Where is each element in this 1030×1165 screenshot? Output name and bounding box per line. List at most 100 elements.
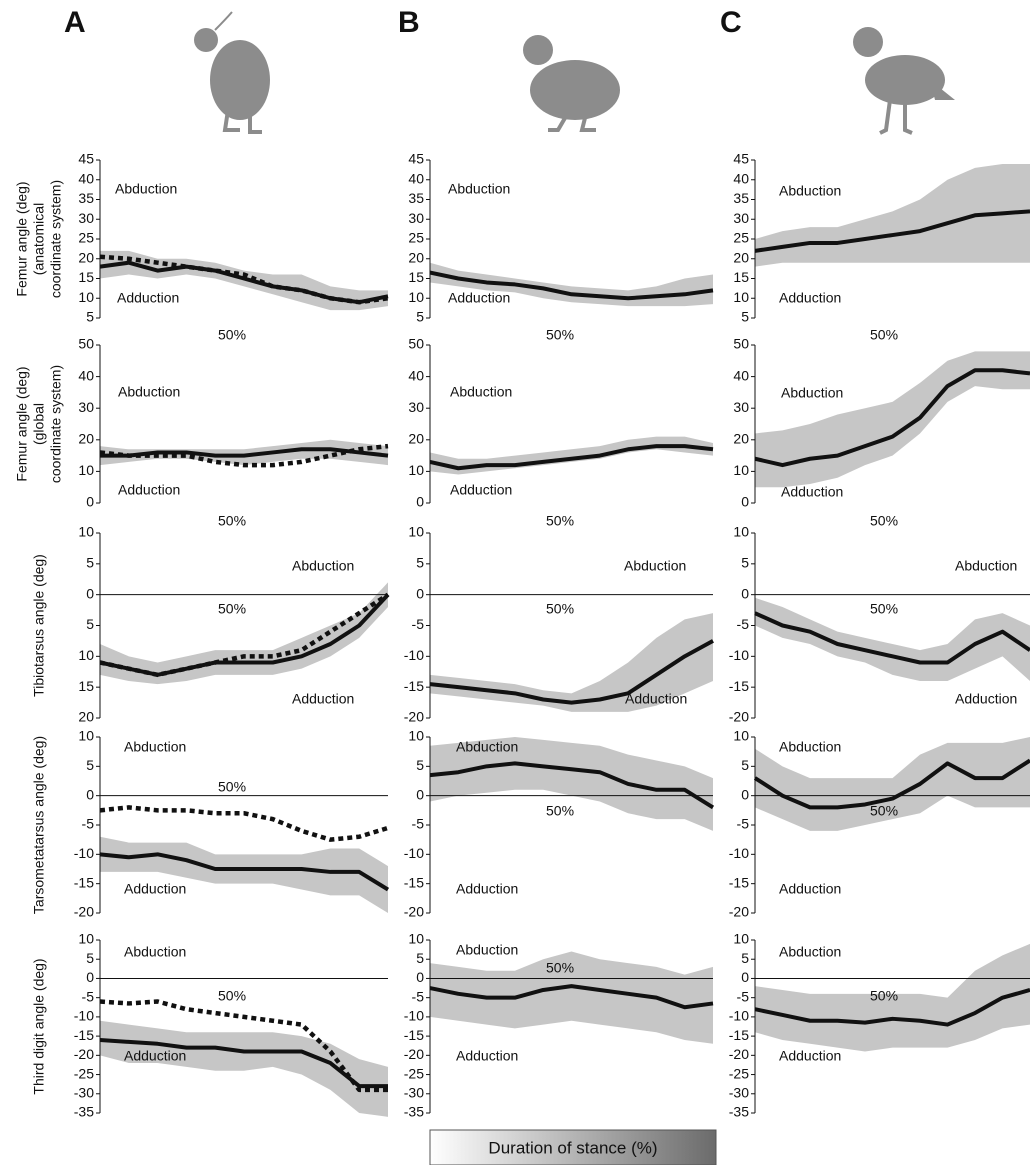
y-axis-label: Tibiotarsus angle (deg): [31, 554, 47, 697]
annotation: Adduction: [781, 484, 843, 500]
x-axis-label: Duration of stance (%): [488, 1138, 657, 1157]
y-tick-label: -10: [74, 1008, 94, 1024]
y-tick-label: 0: [741, 585, 749, 601]
y-tick-label: 5: [86, 950, 94, 966]
y-tick-label: -20: [729, 709, 749, 725]
dotted-line: [100, 807, 388, 839]
annotation: Adduction: [450, 482, 512, 498]
annotation: Adduction: [456, 881, 518, 897]
y-tick-label: -15: [729, 874, 749, 890]
y-tick-label: -15: [74, 874, 94, 890]
y-tick-label: 0: [741, 494, 749, 510]
y-tick-label: -35: [404, 1104, 424, 1120]
y-axis-label: Third digit angle (deg): [31, 958, 47, 1094]
panel: 01020304050AbductionAdduction50%: [408, 336, 713, 529]
annotation: Adduction: [117, 290, 179, 306]
y-tick-label: 5: [86, 555, 94, 571]
y-tick-label: 10: [78, 647, 94, 663]
y-tick-label: -5: [412, 816, 425, 832]
annotation: 50%: [218, 988, 246, 1004]
y-tick-label: 40: [733, 367, 749, 383]
y-tick-label: 40: [78, 367, 94, 383]
y-axis-label: (anatomical: [31, 203, 47, 275]
annotation: 50%: [870, 327, 898, 343]
annotation: Adduction: [124, 881, 186, 897]
y-tick-label: -25: [74, 1065, 94, 1081]
annotation: Adduction: [456, 1048, 518, 1064]
y-tick-label: -15: [729, 1027, 749, 1043]
y-tick-label: 15: [733, 269, 749, 285]
y-tick-label: 20: [408, 431, 424, 447]
annotation: Abduction: [456, 739, 518, 755]
y-axis-label: (global: [31, 403, 47, 445]
y-tick-label: 10: [78, 931, 94, 947]
annotation: 50%: [218, 779, 246, 795]
y-tick-label: -20: [74, 1046, 94, 1062]
annotation: Abduction: [124, 739, 186, 755]
y-tick-label: -25: [729, 1065, 749, 1081]
annotation: 50%: [546, 327, 574, 343]
y-tick-label: -20: [729, 904, 749, 920]
y-tick-label: -15: [729, 678, 749, 694]
y-tick-label: 10: [78, 728, 94, 744]
y-tick-label: 0: [86, 585, 94, 601]
y-axis-label: coordinate system): [48, 180, 64, 298]
y-tick-label: -30: [74, 1084, 94, 1100]
annotation: Adduction: [779, 881, 841, 897]
y-tick-label: -15: [74, 1027, 94, 1043]
y-tick-label: -20: [729, 1046, 749, 1062]
y-tick-label: 0: [741, 786, 749, 802]
y-tick-label: 10: [78, 462, 94, 478]
y-tick-label: 40: [408, 170, 424, 186]
y-axis-label: Femur angle (deg): [14, 366, 30, 481]
y-tick-label: 10: [408, 462, 424, 478]
bird-icon: [194, 12, 270, 132]
y-tick-label: 15: [408, 269, 424, 285]
annotation: Adduction: [779, 290, 841, 306]
y-tick-label: 45: [78, 151, 94, 167]
annotation: Abduction: [450, 384, 512, 400]
y-tick-label: 0: [741, 969, 749, 985]
annotation: Abduction: [124, 944, 186, 960]
annotation: Abduction: [115, 181, 177, 197]
annotation: 50%: [546, 601, 574, 617]
y-tick-label: 20: [78, 249, 94, 265]
annotation: Abduction: [781, 385, 843, 401]
annotation: 50%: [218, 601, 246, 617]
y-tick-label: -20: [404, 1046, 424, 1062]
y-tick-label: 5: [416, 950, 424, 966]
annotation: Abduction: [118, 384, 180, 400]
y-tick-label: 35: [733, 190, 749, 206]
panel: 10505101520Abduction50%AdductionTibiotar…: [31, 524, 388, 725]
y-tick-label: 0: [86, 494, 94, 510]
annotation: Abduction: [448, 181, 510, 197]
y-tick-label: 5: [416, 757, 424, 773]
y-tick-label: 10: [408, 524, 424, 540]
annotation: Abduction: [624, 558, 686, 574]
annotation: 50%: [870, 988, 898, 1004]
annotation: Adduction: [625, 691, 687, 707]
y-tick-label: -10: [74, 845, 94, 861]
annotation: Abduction: [779, 183, 841, 199]
y-tick-label: -10: [404, 647, 424, 663]
y-tick-label: 25: [78, 230, 94, 246]
panel: 01020304050AbductionAdduction50%Femur an…: [14, 336, 388, 529]
y-tick-label: 45: [408, 151, 424, 167]
annotation: Adduction: [124, 1048, 186, 1064]
y-tick-label: 15: [78, 269, 94, 285]
y-tick-label: 10: [733, 289, 749, 305]
y-tick-label: -5: [412, 988, 425, 1004]
y-tick-label: -15: [404, 874, 424, 890]
panel: 1050-5-10-15-20-25-30-35Abduction50%Addu…: [729, 931, 1030, 1120]
y-tick-label: 10: [733, 462, 749, 478]
column-letter: A: [64, 6, 86, 39]
y-tick-label: 5: [416, 555, 424, 571]
y-tick-label: 5: [741, 309, 749, 325]
annotation: Abduction: [779, 739, 841, 755]
y-tick-label: 30: [78, 210, 94, 226]
y-tick-label: 50: [408, 336, 424, 352]
y-tick-label: 30: [733, 210, 749, 226]
panel: 51015202530354045AbductionAdduction50%Fe…: [14, 151, 388, 343]
column-letter: B: [398, 6, 420, 39]
